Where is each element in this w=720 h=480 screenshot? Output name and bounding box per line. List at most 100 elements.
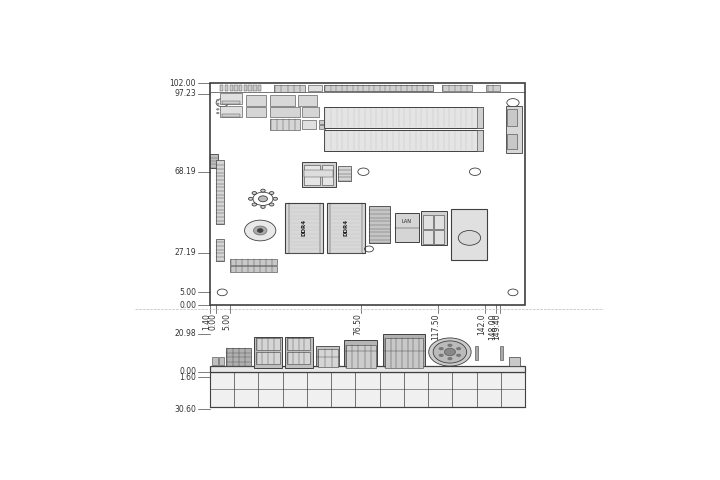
Circle shape (433, 341, 467, 363)
Text: 20.98: 20.98 (174, 329, 196, 338)
Bar (441, 85, 472, 91)
Text: 1.40: 1.40 (202, 313, 212, 330)
Text: 148.00: 148.00 (489, 313, 498, 340)
Bar (434, 230, 444, 244)
Circle shape (252, 203, 256, 206)
Bar (302, 120, 316, 129)
Circle shape (350, 212, 354, 215)
Bar (423, 230, 433, 244)
Bar (383, 334, 425, 366)
Bar (219, 357, 225, 365)
Text: 27.19: 27.19 (174, 248, 196, 257)
Bar (384, 338, 423, 368)
Circle shape (253, 226, 267, 235)
Bar (338, 166, 351, 181)
Text: 102.00: 102.00 (169, 79, 196, 88)
Bar (324, 108, 483, 128)
Bar (421, 211, 446, 245)
Circle shape (438, 354, 444, 357)
Circle shape (444, 348, 456, 356)
Bar (246, 95, 266, 106)
Circle shape (428, 338, 471, 366)
Bar (302, 163, 336, 187)
Bar (256, 338, 279, 350)
Bar (230, 266, 277, 272)
Bar (210, 154, 217, 168)
Text: DDR4: DDR4 (302, 219, 307, 236)
Bar (423, 215, 433, 229)
Text: 5.00: 5.00 (222, 313, 231, 330)
Bar (344, 340, 377, 366)
Bar (327, 203, 365, 252)
Bar (225, 85, 228, 91)
Bar (285, 203, 323, 252)
Circle shape (258, 196, 267, 202)
Bar (319, 120, 325, 124)
Text: 30.60: 30.60 (174, 405, 196, 414)
Text: 117.50: 117.50 (431, 313, 440, 340)
Bar (477, 131, 483, 151)
Bar (434, 215, 444, 229)
Circle shape (261, 189, 265, 192)
Bar (475, 346, 478, 360)
Circle shape (273, 197, 277, 200)
Bar (210, 84, 526, 305)
Circle shape (269, 192, 274, 194)
Circle shape (458, 230, 481, 245)
Bar (210, 366, 526, 372)
Bar (239, 85, 243, 91)
Bar (220, 106, 243, 117)
Bar (324, 85, 433, 91)
Bar (215, 239, 224, 261)
Bar (215, 160, 224, 224)
Bar (369, 206, 390, 243)
Text: 68.19: 68.19 (174, 167, 196, 176)
Bar (248, 85, 252, 91)
Bar (256, 352, 279, 364)
Bar (287, 338, 310, 350)
Bar (324, 131, 483, 151)
Bar (270, 120, 300, 130)
Circle shape (456, 354, 461, 357)
Text: DDR4: DDR4 (343, 219, 348, 236)
Circle shape (258, 228, 263, 232)
Bar (258, 85, 261, 91)
Bar (500, 346, 503, 360)
Circle shape (248, 197, 253, 200)
Bar (210, 372, 526, 407)
Text: 0.00: 0.00 (179, 367, 196, 376)
Bar (284, 337, 312, 368)
Bar (322, 165, 333, 185)
Bar (253, 85, 256, 91)
Circle shape (245, 220, 276, 241)
Bar (451, 209, 487, 260)
Bar (477, 108, 483, 128)
Circle shape (216, 112, 220, 114)
Text: 76.50: 76.50 (354, 313, 363, 335)
Bar (220, 85, 223, 91)
Circle shape (456, 347, 461, 350)
Bar (270, 95, 294, 106)
Text: 97.23: 97.23 (174, 89, 196, 98)
Bar (508, 357, 520, 366)
Bar (212, 357, 217, 365)
Text: 0.00: 0.00 (179, 301, 196, 310)
Text: 0.00: 0.00 (208, 313, 217, 330)
Bar (234, 85, 238, 91)
Circle shape (261, 205, 265, 208)
Bar (316, 346, 339, 366)
FancyBboxPatch shape (451, 217, 485, 258)
Bar (225, 348, 251, 366)
Bar (274, 85, 305, 92)
Bar (486, 85, 500, 91)
Bar (505, 106, 523, 153)
Bar (307, 85, 322, 91)
Text: 142.0: 142.0 (477, 313, 487, 335)
Bar (220, 93, 243, 104)
Bar (254, 337, 282, 368)
Circle shape (447, 344, 452, 347)
Bar (244, 85, 247, 91)
Bar (297, 95, 317, 106)
Text: 1.60: 1.60 (179, 373, 196, 382)
Bar (222, 114, 240, 117)
